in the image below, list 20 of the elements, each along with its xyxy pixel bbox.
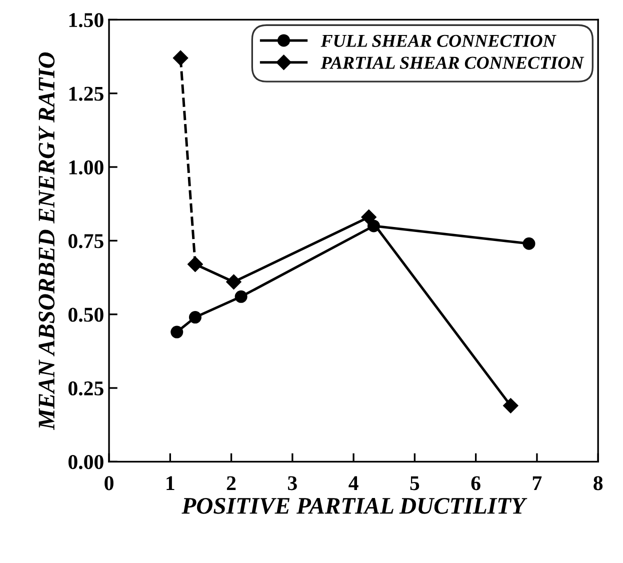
legend-label: FULL SHEAR CONNECTION (320, 34, 556, 47)
y-tick-label: 1.25 (69, 86, 104, 101)
y-tick-label: 1.50 (69, 13, 104, 28)
y-tick-label: 1.00 (69, 160, 104, 175)
x-tick-label: 5 (410, 476, 420, 490)
y-tick-label: 0.75 (68, 234, 104, 248)
x-tick-label: 6 (471, 476, 480, 490)
x-tick-label: 4 (348, 476, 358, 490)
y-tick-label: 0.50 (68, 308, 104, 322)
x-tick-label: 8 (594, 476, 603, 490)
y-tick-label: 0.00 (68, 455, 104, 470)
x-tick-label: 3 (288, 476, 297, 490)
legend-label: PARTIAL SHEAR CONNECTION (320, 56, 584, 69)
y-axis-title: MEAN ABSORBED ENERGY RATIO (38, 52, 55, 430)
x-tick-label: 1 (166, 476, 174, 490)
x-tick-label: 0 (104, 476, 114, 490)
x-tick-label: 2 (226, 476, 236, 490)
x-axis-title: POSITIVE PARTIAL DUCTILITY (182, 498, 528, 514)
x-tick-label: 7 (532, 476, 542, 490)
y-tick-label: 0.25 (68, 381, 104, 396)
